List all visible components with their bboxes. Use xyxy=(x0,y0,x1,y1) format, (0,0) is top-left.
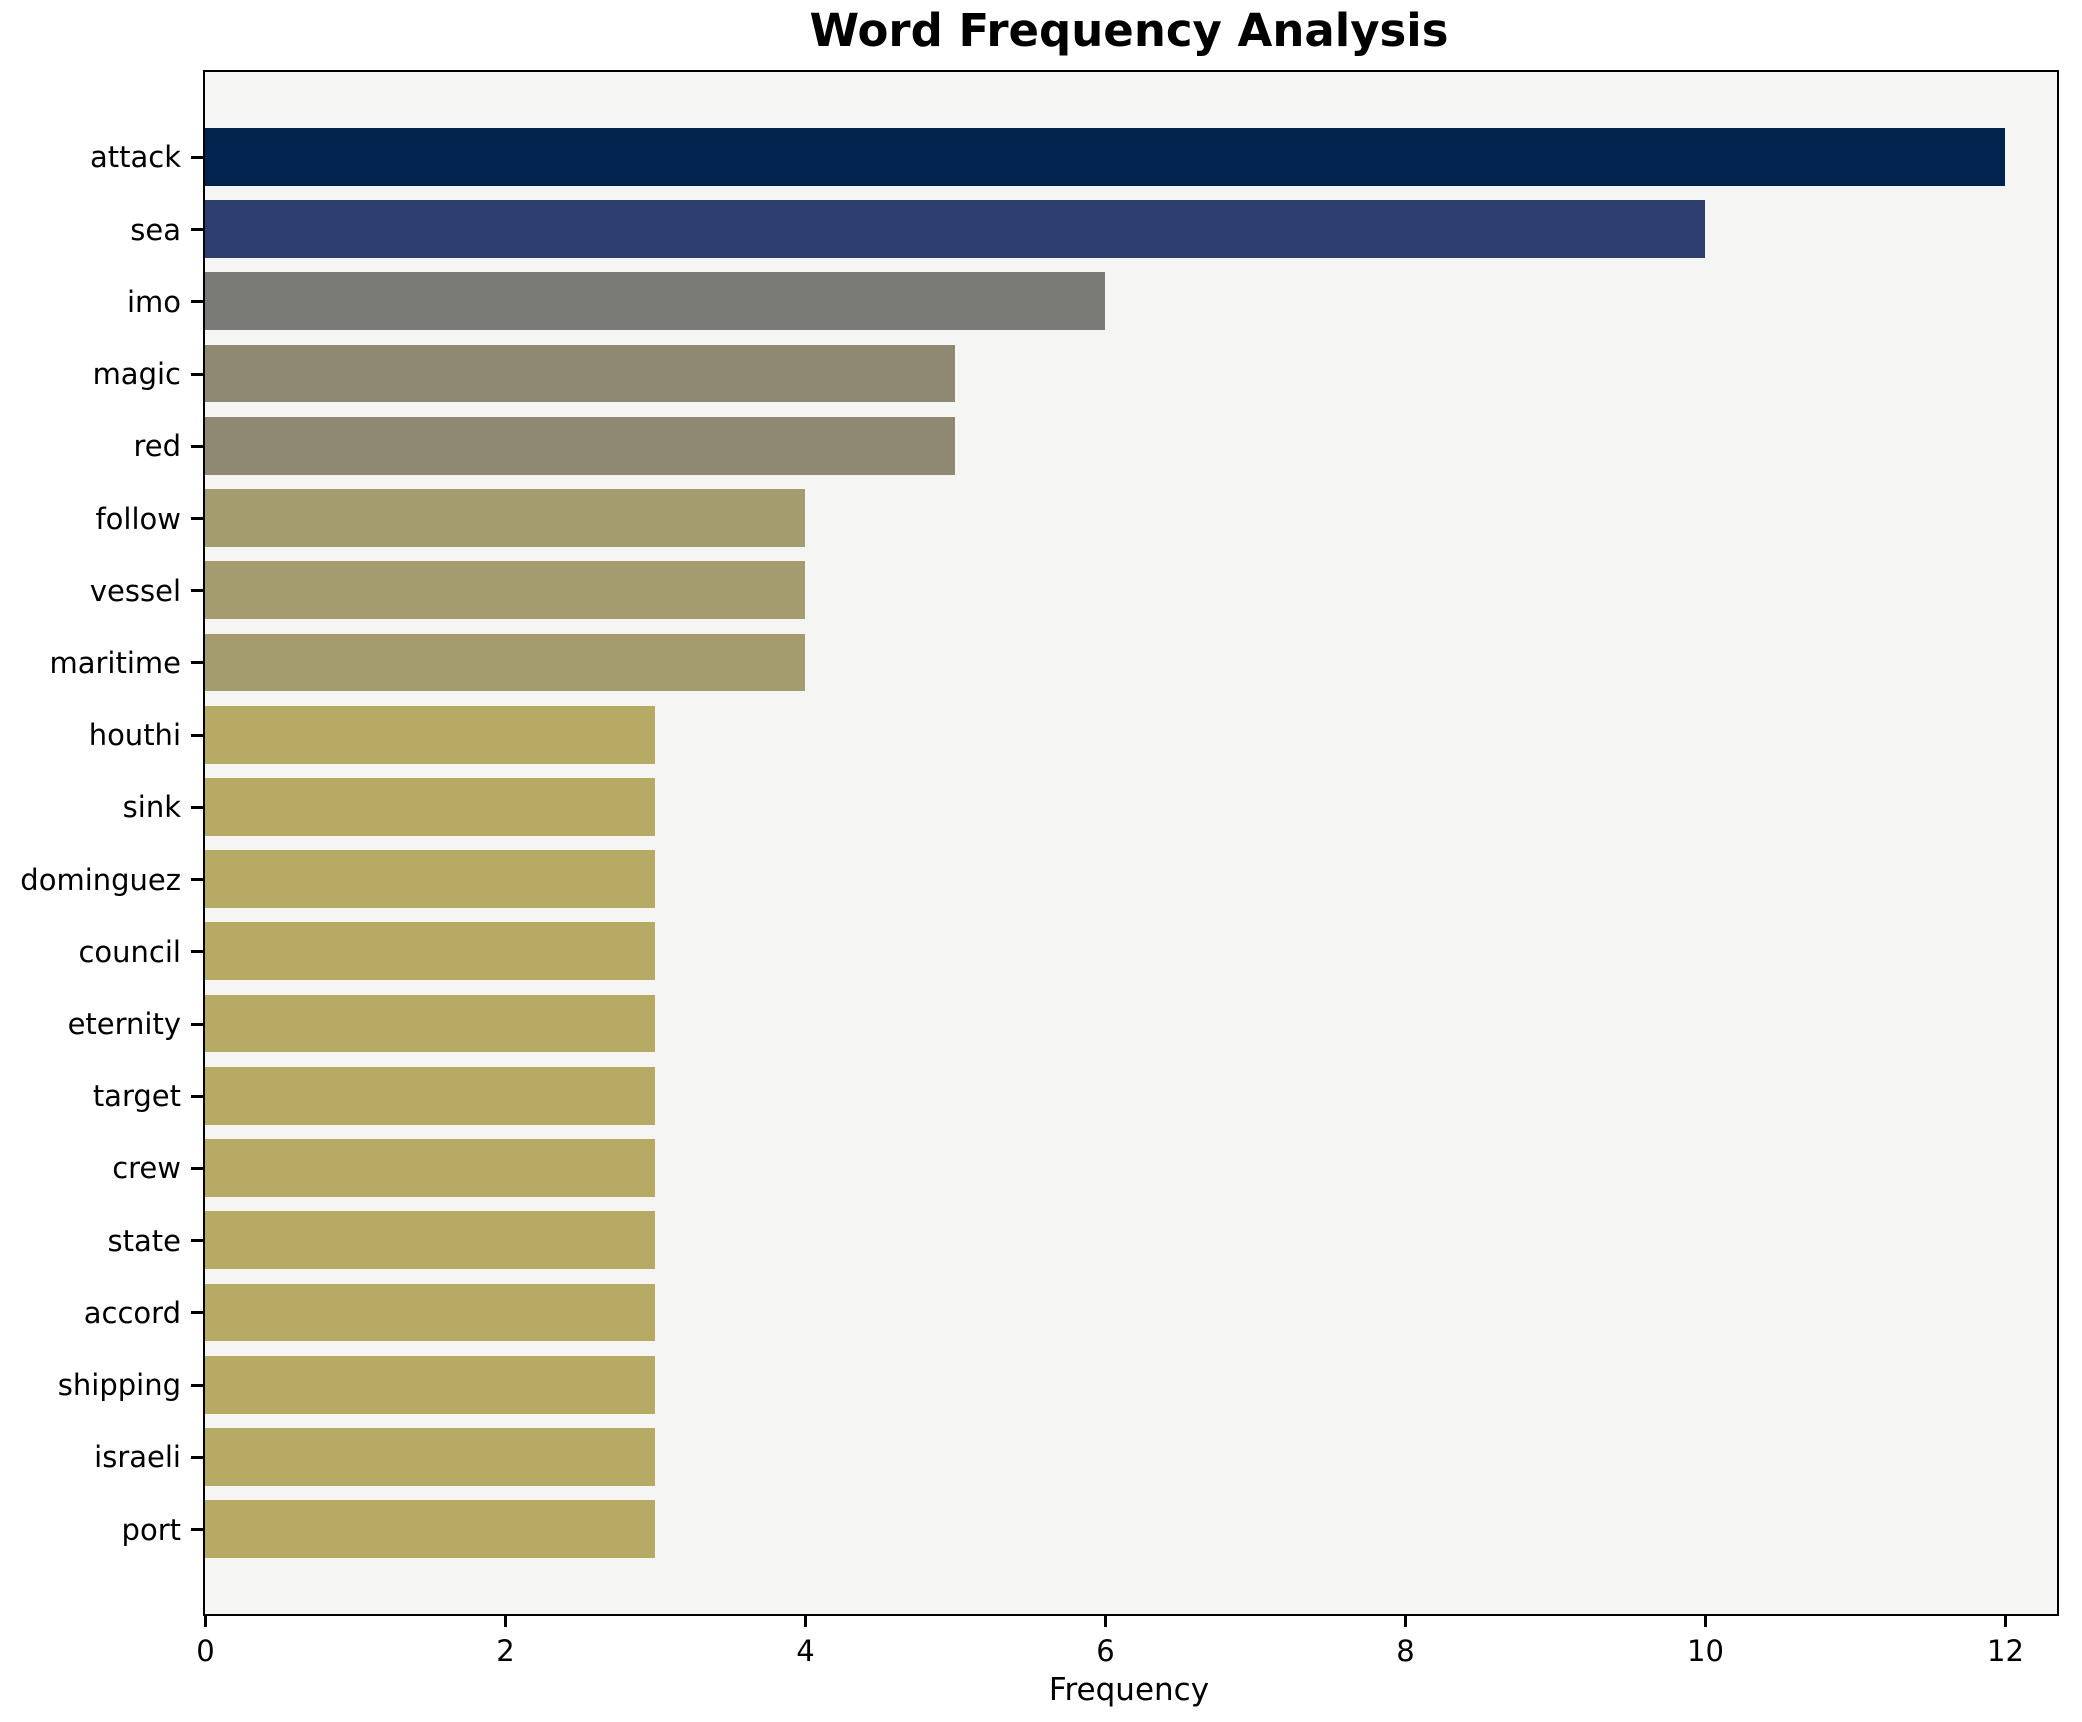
bar-houthi xyxy=(205,705,655,764)
x-tick xyxy=(504,1614,507,1627)
bar-magic xyxy=(205,344,955,403)
y-tick xyxy=(191,661,203,665)
y-tick-label: imo xyxy=(126,284,181,319)
y-tick-label: state xyxy=(107,1223,181,1258)
chart-title: Word Frequency Analysis xyxy=(809,4,1449,57)
bar-vessel xyxy=(205,561,805,620)
bar-attack xyxy=(205,128,2005,186)
bar-eternity xyxy=(205,994,655,1053)
y-tick-label: israeli xyxy=(94,1440,181,1475)
y-tick-label: target xyxy=(92,1079,181,1114)
y-tick xyxy=(191,300,203,304)
y-tick xyxy=(191,1383,203,1387)
bar-sea xyxy=(205,200,1705,259)
y-tick xyxy=(191,155,203,159)
y-tick-label: follow xyxy=(95,501,181,536)
y-tick xyxy=(191,228,203,232)
plot-area xyxy=(203,70,2059,1616)
y-tick-label: magic xyxy=(92,357,181,392)
y-tick-label: shipping xyxy=(57,1368,181,1403)
x-tick-label: 10 xyxy=(1687,1634,1724,1668)
bar-crew xyxy=(205,1139,655,1197)
bar-council xyxy=(205,922,655,981)
y-tick-label: accord xyxy=(83,1295,181,1330)
x-tick-label: 2 xyxy=(496,1634,515,1668)
x-tick xyxy=(2004,1614,2007,1627)
x-tick xyxy=(204,1614,207,1627)
x-tick-label: 0 xyxy=(196,1634,215,1668)
y-tick-label: eternity xyxy=(67,1007,181,1042)
bar-dominguez xyxy=(205,850,655,908)
x-tick xyxy=(1104,1614,1107,1627)
y-tick-label: council xyxy=(78,934,181,969)
bar-israeli xyxy=(205,1427,655,1486)
y-tick xyxy=(191,1166,203,1170)
y-tick xyxy=(191,878,203,882)
bar-state xyxy=(205,1211,655,1270)
bar-sink xyxy=(205,777,655,836)
x-tick xyxy=(1704,1614,1707,1627)
x-tick xyxy=(804,1614,807,1627)
x-tick-label: 12 xyxy=(1987,1634,2024,1668)
bar-shipping xyxy=(205,1355,655,1414)
y-tick-label: vessel xyxy=(89,573,181,608)
y-tick xyxy=(191,1528,203,1532)
y-tick xyxy=(191,1094,203,1098)
x-tick-label: 6 xyxy=(1096,1634,1115,1668)
y-tick xyxy=(191,444,203,448)
y-tick xyxy=(191,733,203,737)
x-tick-label: 4 xyxy=(796,1634,815,1668)
bar-port xyxy=(205,1500,655,1558)
y-tick-label: houthi xyxy=(88,718,181,753)
y-tick xyxy=(191,805,203,809)
y-tick-label: crew xyxy=(112,1151,181,1186)
bar-follow xyxy=(205,489,805,547)
y-tick xyxy=(191,1311,203,1315)
y-tick-label: red xyxy=(133,429,181,464)
x-tick-label: 8 xyxy=(1396,1634,1415,1668)
y-tick-label: maritime xyxy=(49,645,181,680)
y-tick xyxy=(191,517,203,520)
y-tick xyxy=(191,1455,203,1459)
y-tick xyxy=(191,589,203,593)
bar-target xyxy=(205,1066,655,1125)
bar-maritime xyxy=(205,633,805,692)
y-tick-label: dominguez xyxy=(20,862,181,897)
y-tick-label: sea xyxy=(130,212,181,247)
y-tick-label: attack xyxy=(89,140,181,175)
y-tick xyxy=(191,372,203,376)
x-tick xyxy=(1404,1614,1407,1627)
y-tick-label: sink xyxy=(122,790,181,825)
y-tick xyxy=(191,1239,203,1243)
y-tick xyxy=(191,1022,203,1026)
x-axis-label: Frequency xyxy=(1048,1672,1210,1708)
bar-red xyxy=(205,416,955,475)
y-tick-label: port xyxy=(121,1512,181,1547)
bar-imo xyxy=(205,272,1105,331)
y-tick xyxy=(191,950,203,954)
bar-accord xyxy=(205,1283,655,1342)
